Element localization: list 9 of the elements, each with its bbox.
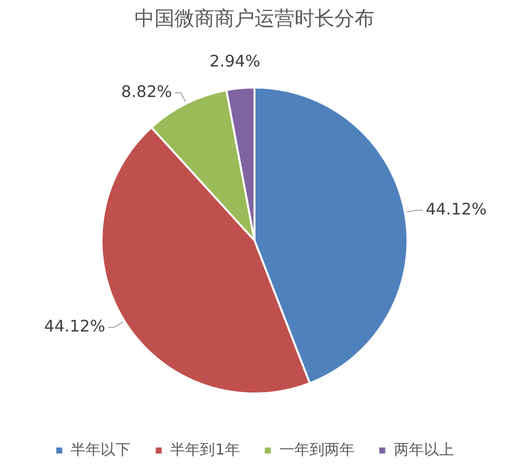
legend-label: 一年到两年 [279, 440, 354, 458]
legend-label: 半年以下 [70, 440, 131, 458]
data-label: 8.82% [121, 82, 172, 101]
data-label: 44.12% [44, 316, 106, 336]
legend-label: 半年到1年 [170, 440, 240, 458]
legend-label: 两年以上 [394, 440, 454, 458]
chart-title: 中国微商商户运营时长分布 [134, 6, 374, 30]
data-label: 44.12% [426, 199, 487, 218]
data-label: 2.94% [209, 51, 260, 70]
